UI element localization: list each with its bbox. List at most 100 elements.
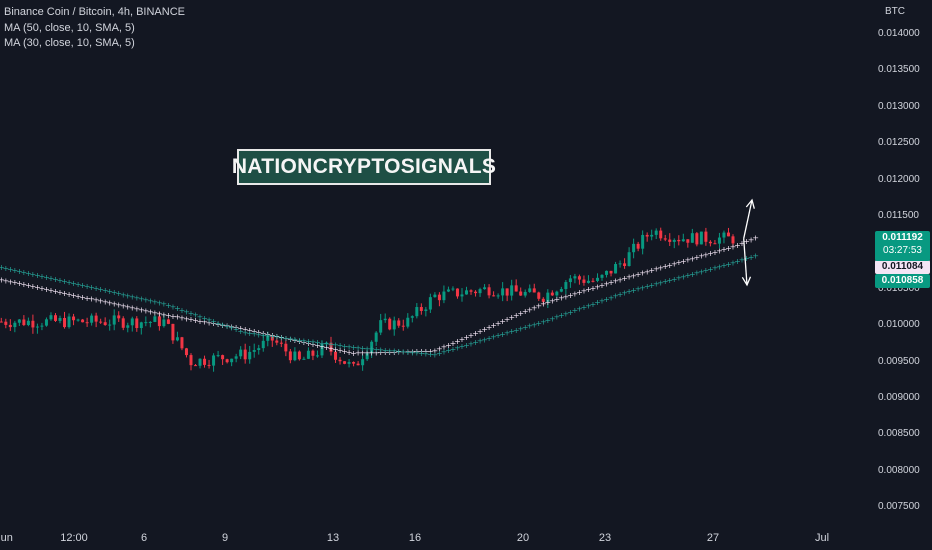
price-tick-label: 0.009000 [878,392,920,403]
ma-point: + [621,274,628,283]
ma50-legend[interactable]: MA (50, close, 10, SMA, 5) [4,22,135,34]
ma-point: + [694,269,701,278]
ma-point: + [301,338,308,347]
ma-point: + [61,277,68,286]
price-tick-label: 0.008500 [878,428,920,440]
candle-body [130,318,134,326]
candle-body [519,291,523,296]
candle-body [212,355,216,366]
ma-point: + [210,319,217,328]
candle-body [230,358,234,363]
ma30-line[interactable]: ++++++++++++++++++++++++++++++++++++++++… [0,251,759,359]
ma-point: + [535,319,542,328]
ma-point: + [630,271,637,280]
ma-point: + [215,320,222,329]
candle-body [370,341,374,354]
ma-point: + [463,341,470,350]
ma-point: + [368,345,375,354]
candle-body [654,230,658,235]
ma-point: + [666,261,673,270]
ma-point: + [273,332,280,341]
ma-point: + [237,324,244,333]
candle-body [148,321,152,323]
ma-point: + [282,334,289,343]
candle-body [465,290,469,295]
ma-point: + [224,322,231,331]
candle-body [546,292,550,302]
ma-point: + [684,271,691,280]
time-tick-label: 20 [516,532,530,544]
price-tick-label: 0.012500 [878,137,920,149]
ma-point: + [450,339,457,348]
candle-body [379,320,383,333]
ma-point: + [179,314,186,323]
ma-point: + [246,329,253,338]
ma-point: + [477,327,484,336]
candle-body [532,288,536,293]
candle-body [99,321,103,323]
ma-point: + [721,245,728,254]
ma-point: + [666,276,673,285]
candle-body [157,316,161,327]
candle-body [690,233,694,243]
candle-body [537,292,541,299]
ma-point: + [16,267,23,276]
arrow-up-head [745,198,755,209]
bar-countdown: 03:27:53 [883,245,922,256]
ma-point: + [355,343,362,352]
arrow-down[interactable] [743,238,748,286]
candle-body [663,238,667,240]
ma-point: + [323,343,330,352]
ma-point: + [454,337,461,346]
ma-point: + [644,282,651,291]
candle-body [139,322,143,329]
candle-body [279,342,283,344]
ma-point: + [694,253,701,262]
ma-point: + [156,298,163,307]
candle-body [352,362,356,364]
ma-point: + [490,321,497,330]
candle-body [270,335,274,341]
ma-point: + [359,349,366,358]
ma-point: + [703,250,710,259]
ma50-line[interactable]: ++++++++++++++++++++++++++++++++++++++++… [0,233,759,357]
ma-point: + [377,345,384,354]
ma-point: + [549,297,556,306]
candle-body [334,351,338,360]
ma-point: + [138,294,145,303]
ma-point: + [66,290,73,299]
ma-point: + [418,347,425,356]
arrow-up[interactable] [743,199,753,239]
ma-point: + [495,331,502,340]
ma-point: + [39,272,46,281]
candle-body [595,277,599,281]
candle-body [35,326,39,328]
candle-body [26,320,30,326]
ma-point: + [310,340,317,349]
ma-point: + [739,239,746,248]
candle-body [225,359,229,363]
ma-point: + [644,267,651,276]
candle-body [645,234,649,237]
ma-point: + [626,287,633,296]
ma-point: + [70,279,77,288]
price-tick-label: 0.008000 [878,464,920,476]
ma-point: + [21,268,28,277]
candle-body [216,355,220,357]
time-tick-label: Jun [0,532,13,544]
ma-point: + [30,282,37,291]
ma-point: + [639,283,646,292]
candle-body [44,319,48,326]
candle-body [681,239,685,242]
ma-point: + [201,314,208,323]
candle-body [704,231,708,242]
ma-point: + [264,330,271,339]
ma30-price-tag: 0.010858 [875,274,930,288]
ma-point: + [639,269,646,278]
candle-body [284,343,288,352]
ma30-legend[interactable]: MA (30, close, 10, SMA, 5) [4,37,135,49]
candle-body [568,278,572,283]
ma-point: + [716,246,723,255]
ma-point: + [260,331,267,340]
